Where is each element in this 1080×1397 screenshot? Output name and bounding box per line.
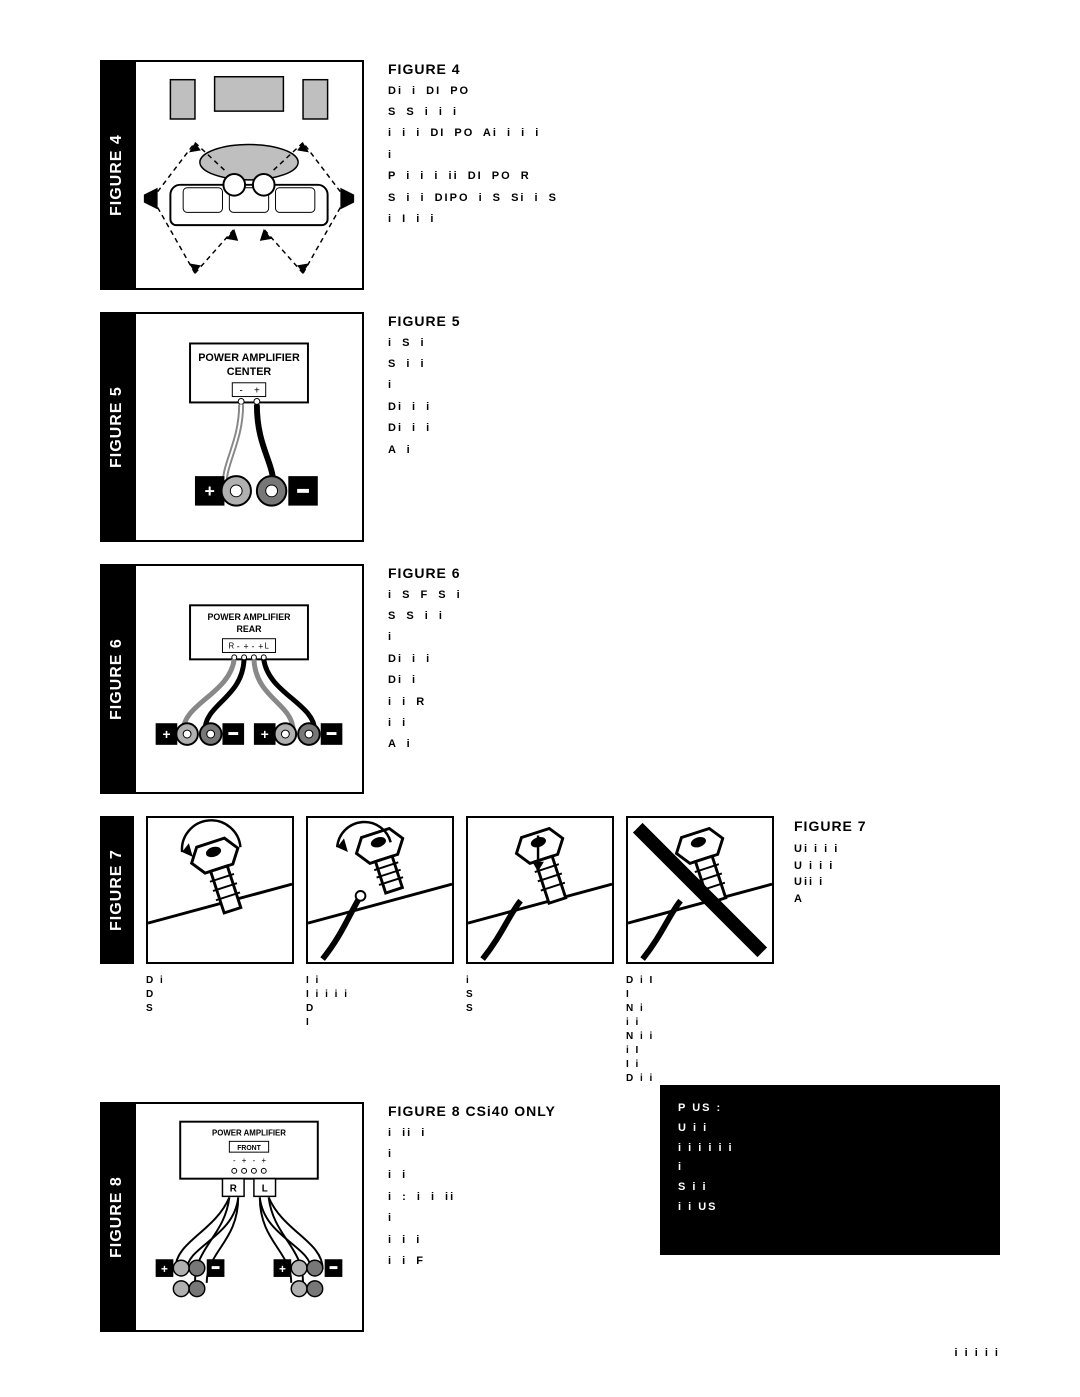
figure-8-diagram: POWER AMPLIFIER FRONT - + - + R L (134, 1102, 364, 1332)
figure-6-text: i i (388, 716, 1000, 731)
svg-text:L: L (262, 1183, 268, 1194)
figure-6-diagram: POWER AMPLIFIER REAR R L - + - + (134, 564, 364, 794)
figure-4-text: S i i DIPO i S Si i S (388, 191, 1000, 206)
figure-5-text: i (388, 378, 1000, 393)
figure-7-caption-2: I i I i i i i D I (306, 974, 454, 1086)
svg-text:POWER AMPLIFIER: POWER AMPLIFIER (212, 1128, 286, 1137)
svg-text:R: R (228, 642, 234, 651)
svg-text:R: R (230, 1183, 237, 1194)
svg-text:POWER AMPLIFIER: POWER AMPLIFIER (198, 352, 300, 364)
svg-text:+: + (261, 1156, 266, 1165)
svg-text:-: - (251, 642, 254, 652)
figure-7-title: FIGURE 7 (794, 816, 1000, 837)
figure-7-caption-3: i S S (466, 974, 614, 1086)
figure-6-text: S S i i (388, 609, 1000, 624)
figure-4-text: i I i i (388, 212, 1000, 227)
figure-5-text: Di i i (388, 421, 1000, 436)
figure-7-text: Ui i i i (794, 841, 1000, 858)
figure-6-tab: FIGURE 6 (100, 564, 134, 794)
figure-4-text: Di i DI PO (388, 84, 1000, 99)
svg-text:+: + (161, 1263, 168, 1276)
figure-7-caption-1: D i D S (146, 974, 294, 1086)
svg-text:+: + (258, 642, 263, 652)
figure-7-diagram-4 (626, 816, 774, 964)
svg-text:CENTER: CENTER (227, 366, 272, 378)
figure-8-text: i i F (388, 1254, 1000, 1269)
figure-8-tab: FIGURE 8 (100, 1102, 134, 1332)
svg-text:+: + (242, 1156, 247, 1165)
figure-4-text: i (388, 148, 1000, 163)
svg-text:-: - (233, 1156, 236, 1165)
figure-6-text: i S F S i (388, 588, 1000, 603)
figure-5-text: i S i (388, 336, 1000, 351)
figure-5-tab: FIGURE 5 (100, 312, 134, 542)
svg-text:+: + (162, 727, 170, 742)
svg-text:-: - (239, 386, 242, 397)
figure-6-title: FIGURE 6 (388, 564, 1000, 584)
figure-6-text: Di i (388, 673, 1000, 688)
figure-7-diagram-1 (146, 816, 294, 964)
figure-7-text: Uii i (794, 874, 1000, 891)
figure-7-text: A (794, 891, 1000, 908)
page-footer: i i i i i (954, 1347, 1000, 1359)
figure-6-text: Di i i (388, 652, 1000, 667)
figure-7-tab: FIGURE 7 (100, 816, 134, 964)
figure-5-text: S i i (388, 357, 1000, 372)
figure-4-text: S S i i i (388, 105, 1000, 120)
figure-4-text: i i i DI PO Ai i i i (388, 126, 1000, 141)
figure-6-text: i i R (388, 695, 1000, 710)
svg-text:+: + (254, 386, 260, 397)
svg-text:REAR: REAR (236, 624, 262, 634)
svg-text:+: + (261, 727, 269, 742)
figure-4-title: FIGURE 4 (388, 60, 1000, 80)
figure-4-tab: FIGURE 4 (100, 60, 134, 290)
svg-text:-: - (237, 642, 240, 652)
figure-7-caption-4: D i I I N i i i N i i i I I i D i i (626, 974, 774, 1086)
figure-5-text: Di i i (388, 400, 1000, 415)
figure-5-text: A i (388, 443, 1000, 458)
figure-7-diagram-2 (306, 816, 454, 964)
figure-6-text: A i (388, 737, 1000, 752)
svg-text:+: + (279, 1263, 286, 1276)
figure-5-diagram: POWER AMPLIFIER CENTER - + + (134, 312, 364, 542)
figure-4-text: P i i i ii DI PO R (388, 169, 1000, 184)
svg-text:L: L (264, 642, 269, 651)
figure-6-text: i (388, 630, 1000, 645)
warning-box: P US : U i i i i i i i i i S i i i i US (660, 1085, 1000, 1255)
figure-7-diagram-3 (466, 816, 614, 964)
figure-5-title: FIGURE 5 (388, 312, 1000, 332)
svg-text:+: + (243, 642, 248, 652)
svg-text:POWER AMPLIFIER: POWER AMPLIFIER (207, 612, 291, 622)
svg-text:FRONT: FRONT (237, 1145, 261, 1152)
svg-text:+: + (205, 481, 215, 501)
figure-4-diagram (134, 60, 364, 290)
svg-text:-: - (253, 1156, 256, 1165)
figure-7-text: U i i i (794, 858, 1000, 875)
